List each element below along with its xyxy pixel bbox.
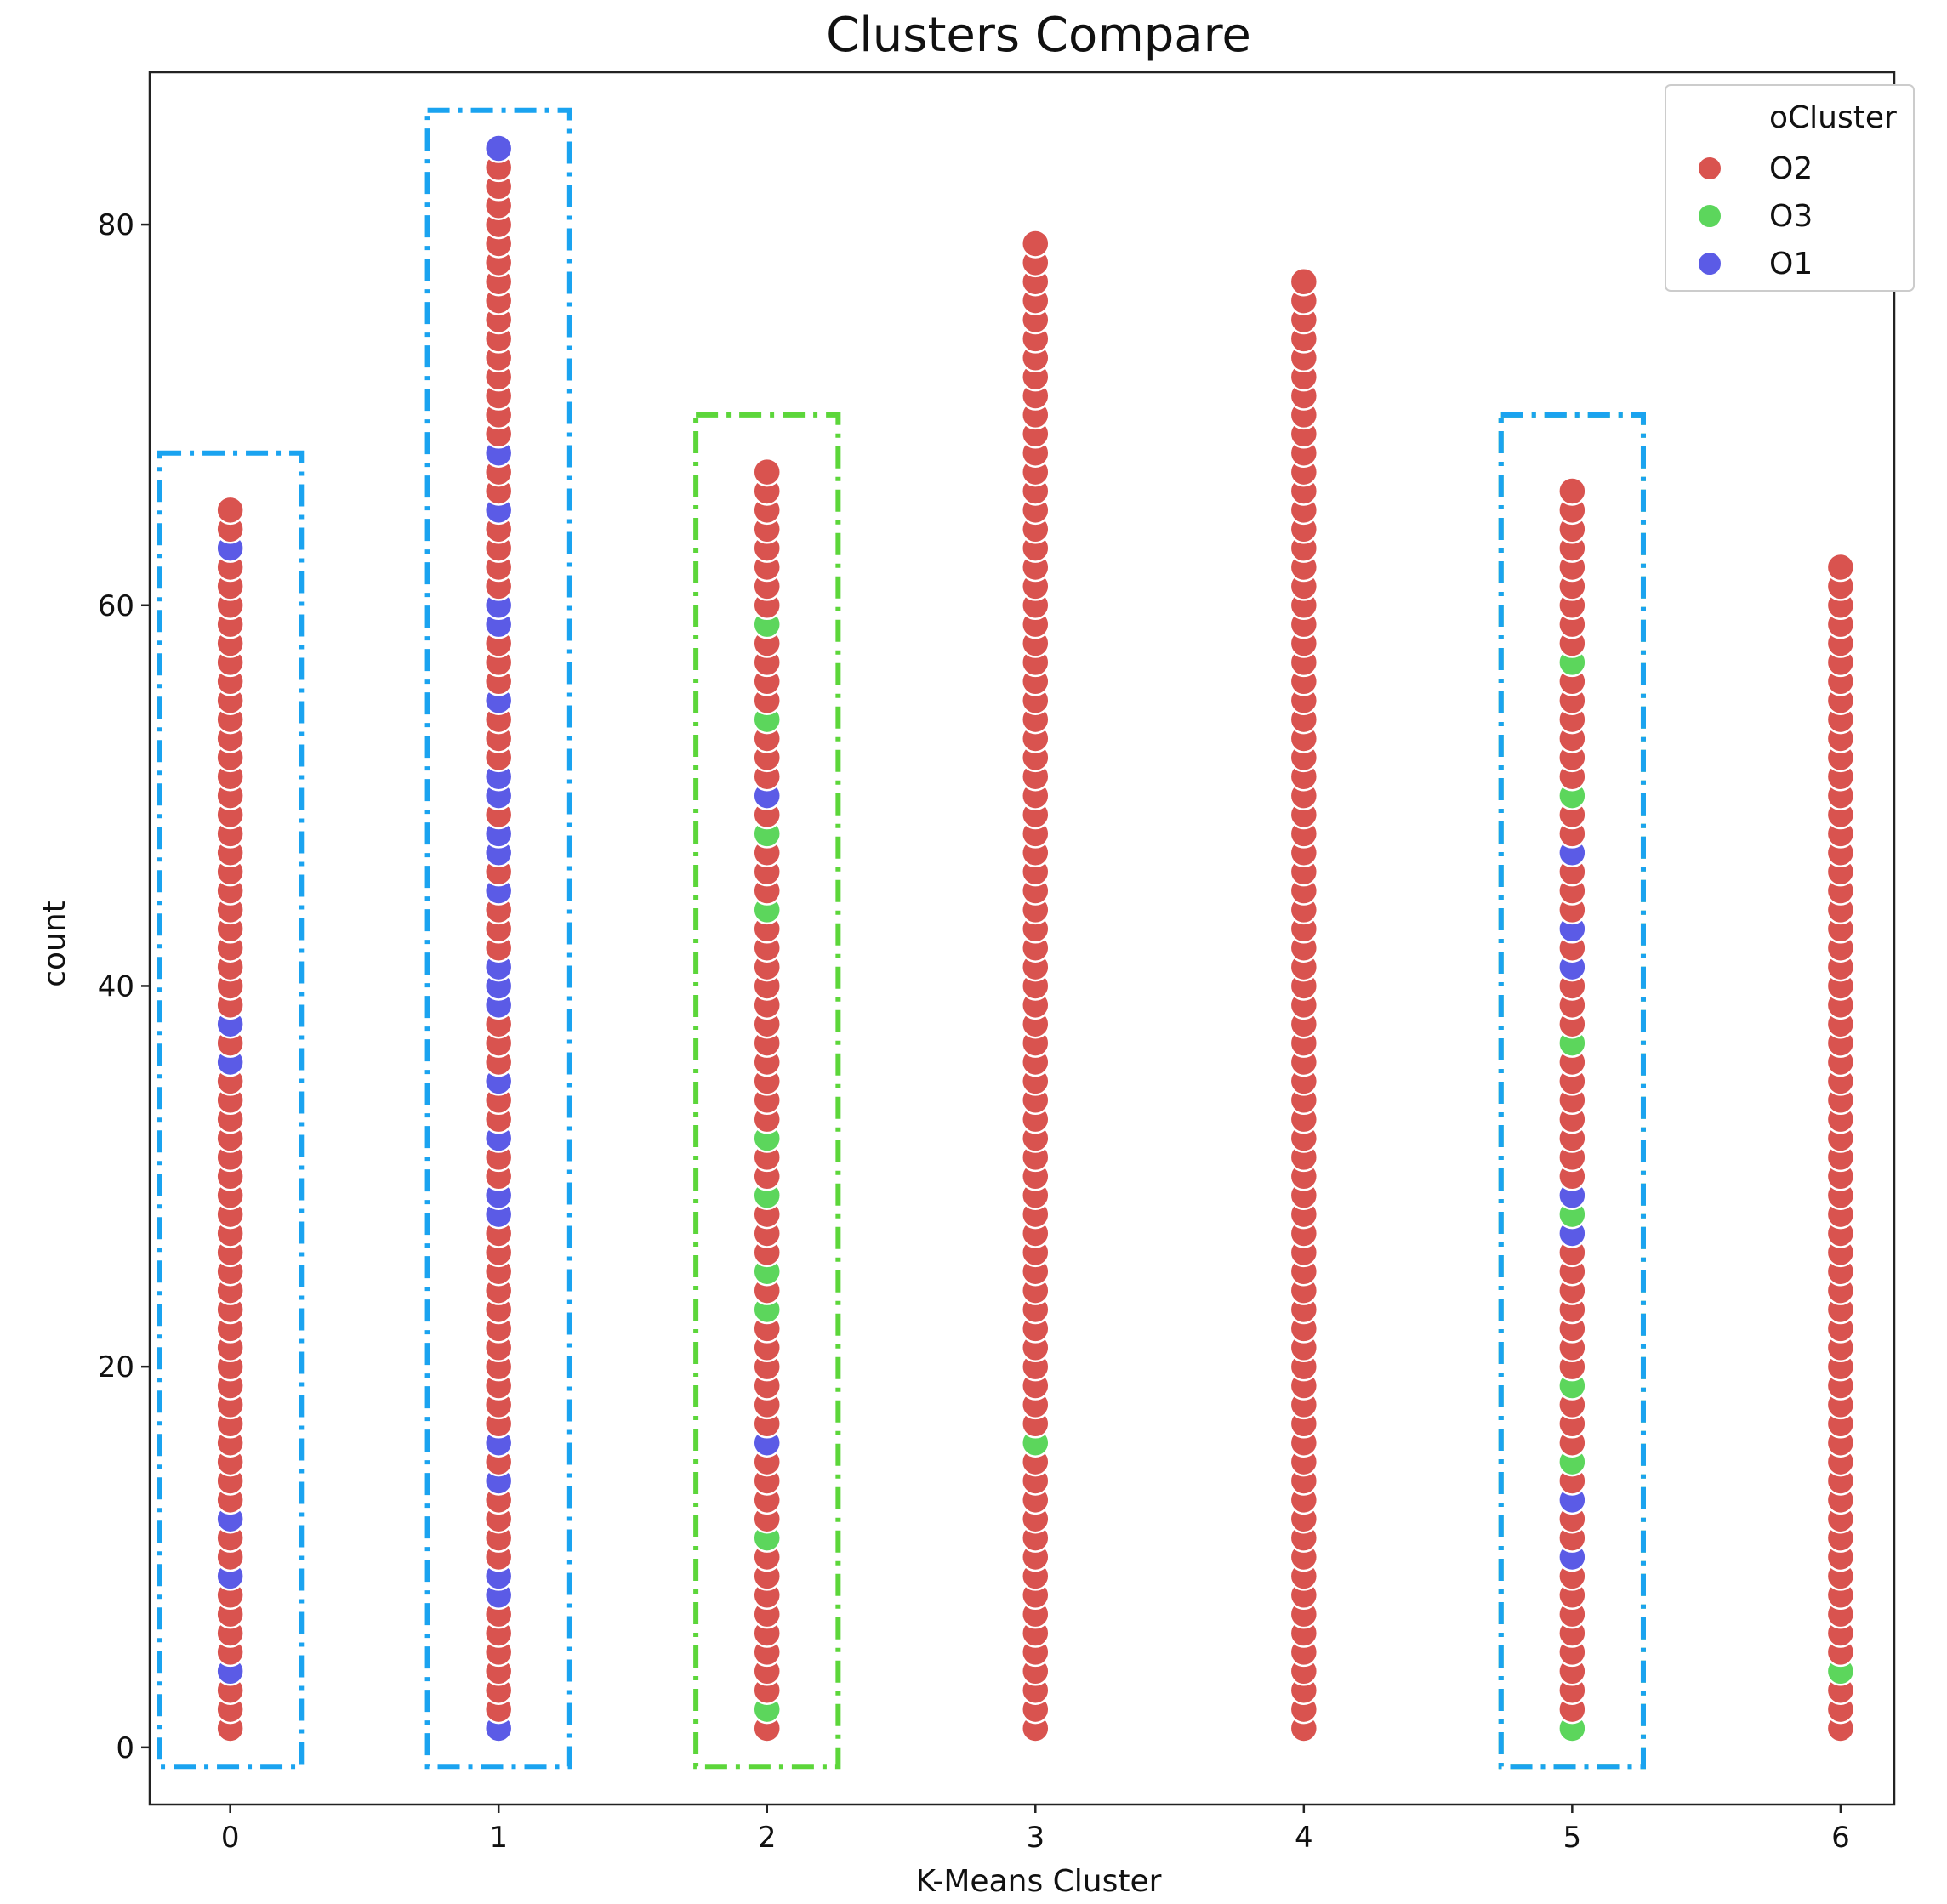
y-tick-label: 60 <box>98 589 134 623</box>
highlight-box <box>157 450 305 1770</box>
highlight-box <box>693 412 841 1770</box>
x-tick-label: 2 <box>758 1821 777 1855</box>
data-point-o2 <box>1825 552 1856 583</box>
x-tick-label: 5 <box>1563 1821 1582 1855</box>
data-point-o2 <box>752 457 782 487</box>
data-point-o2 <box>1021 229 1050 259</box>
legend-marker-o1 <box>1697 251 1722 276</box>
x-axis-ticks: 0 1 2 3 4 5 6 <box>221 1805 1850 1855</box>
y-tick-label: 0 <box>116 1731 134 1765</box>
x-tick-label: 0 <box>221 1821 240 1855</box>
data-point-o2 <box>215 495 245 526</box>
plot-frame <box>148 71 1896 1806</box>
y-tick-label: 80 <box>98 208 134 242</box>
data-point-o1 <box>483 134 514 163</box>
highlight-box <box>1498 412 1646 1770</box>
data-point-o2 <box>1289 266 1319 297</box>
y-axis-label: count <box>37 901 72 987</box>
plot-area <box>215 134 1856 1743</box>
chart-title: Clusters Compare <box>826 8 1251 63</box>
y-tick-label: 20 <box>98 1350 134 1384</box>
legend-label-o3: O3 <box>1769 199 1813 234</box>
legend: oCluster O2 O3 O1 <box>1665 84 1915 292</box>
legend-title: oCluster <box>1769 100 1897 135</box>
x-tick-label: 4 <box>1295 1821 1313 1855</box>
highlight-boxes <box>157 107 1646 1770</box>
highlight-box <box>424 107 572 1770</box>
x-tick-label: 3 <box>1026 1821 1045 1855</box>
legend-label-o1: O1 <box>1769 247 1813 281</box>
data-point-o2 <box>1557 476 1587 506</box>
legend-marker-o2 <box>1697 156 1722 181</box>
legend-label-o2: O2 <box>1769 151 1813 186</box>
x-axis-label: K-Means Cluster <box>916 1864 1162 1899</box>
legend-frame <box>1665 84 1915 292</box>
y-tick-label: 40 <box>98 969 134 1003</box>
x-tick-label: 6 <box>1831 1821 1850 1855</box>
legend-entries: O2 O3 O1 <box>1697 151 1813 281</box>
x-tick-label: 1 <box>489 1821 508 1855</box>
legend-marker-o3 <box>1697 203 1722 229</box>
y-axis-ticks: 0 20 40 60 80 <box>98 208 150 1765</box>
